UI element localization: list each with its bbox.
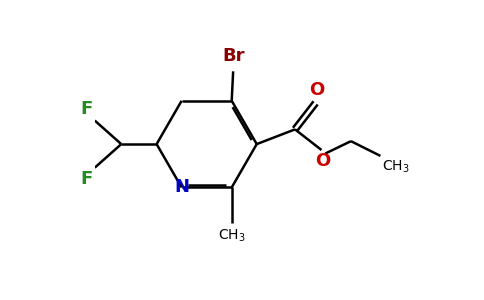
Text: O: O [316, 152, 331, 170]
Text: F: F [80, 100, 92, 118]
Text: O: O [309, 81, 325, 99]
Text: Br: Br [222, 47, 244, 65]
Text: F: F [80, 170, 92, 188]
Text: CH$_3$: CH$_3$ [218, 227, 245, 244]
Text: CH$_3$: CH$_3$ [382, 159, 409, 175]
Text: N: N [174, 178, 189, 196]
